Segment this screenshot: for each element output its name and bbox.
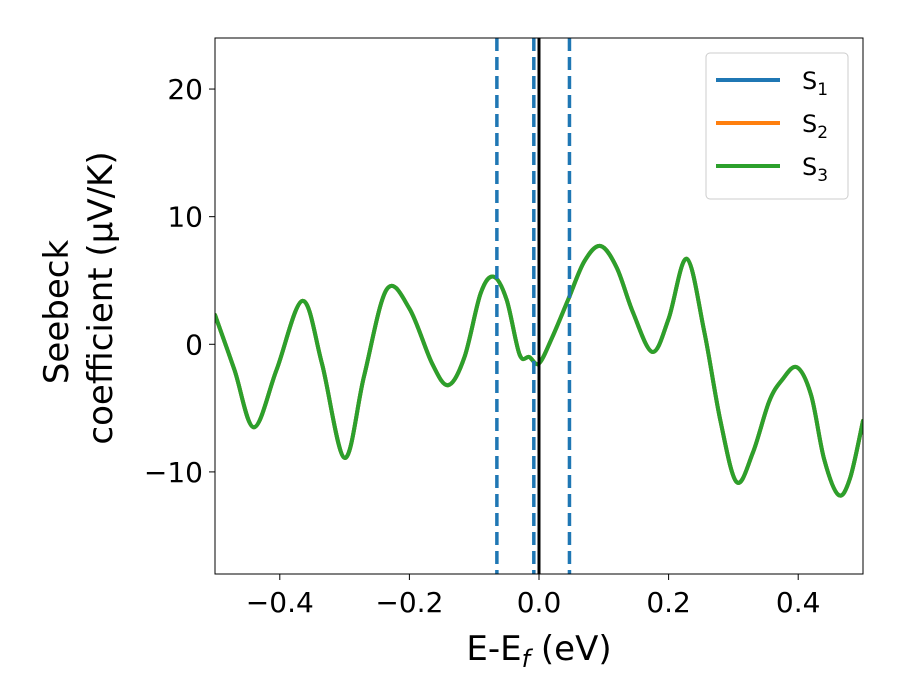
series-layer [215,244,863,498]
legend-box [705,52,849,200]
x-tick-label: −0.2 [375,586,443,619]
y-axis-label-line2: coefficient (μV/K) [81,151,121,444]
legend-label-sub: 2 [817,123,828,143]
y-tick-label: 0 [185,328,203,361]
y-tick-label: −10 [144,456,203,489]
x-tick-label: 0.0 [517,586,562,619]
y-axis-ticks: −10 0 10 20 [144,73,215,489]
legend-label-main: S [802,67,817,95]
legend-label-sub: 1 [817,80,828,100]
legend-label-main: S [802,153,817,181]
legend-label-1: S1 [802,67,828,100]
x-tick-label: −0.4 [246,586,314,619]
x-axis-ticks: −0.4 −0.2 0.0 0.2 0.4 [246,574,821,619]
y-tick-label: 20 [167,73,203,106]
legend-label-3: S3 [802,153,828,186]
x-axis-label: E-Ef (eV) [466,629,611,673]
legend-label-main: S [802,110,817,138]
x-tick-label: 0.2 [646,586,691,619]
y-tick-label: 10 [167,201,203,234]
reference-lines [495,38,572,574]
legend-label-2: S2 [802,110,828,143]
series-line-3 [215,244,863,498]
y-axis-label-line1: Seebeck [37,240,77,385]
x-tick-label: 0.4 [776,586,821,619]
legend-label-sub: 3 [817,166,828,186]
